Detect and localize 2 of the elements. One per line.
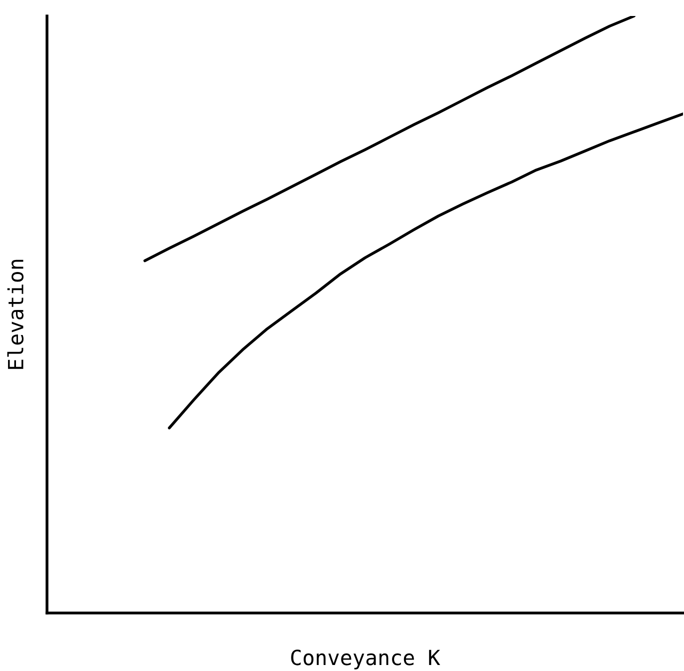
y-axis-title: Elevation <box>7 260 24 369</box>
x-axis-title: Conveyance K <box>291 650 440 670</box>
